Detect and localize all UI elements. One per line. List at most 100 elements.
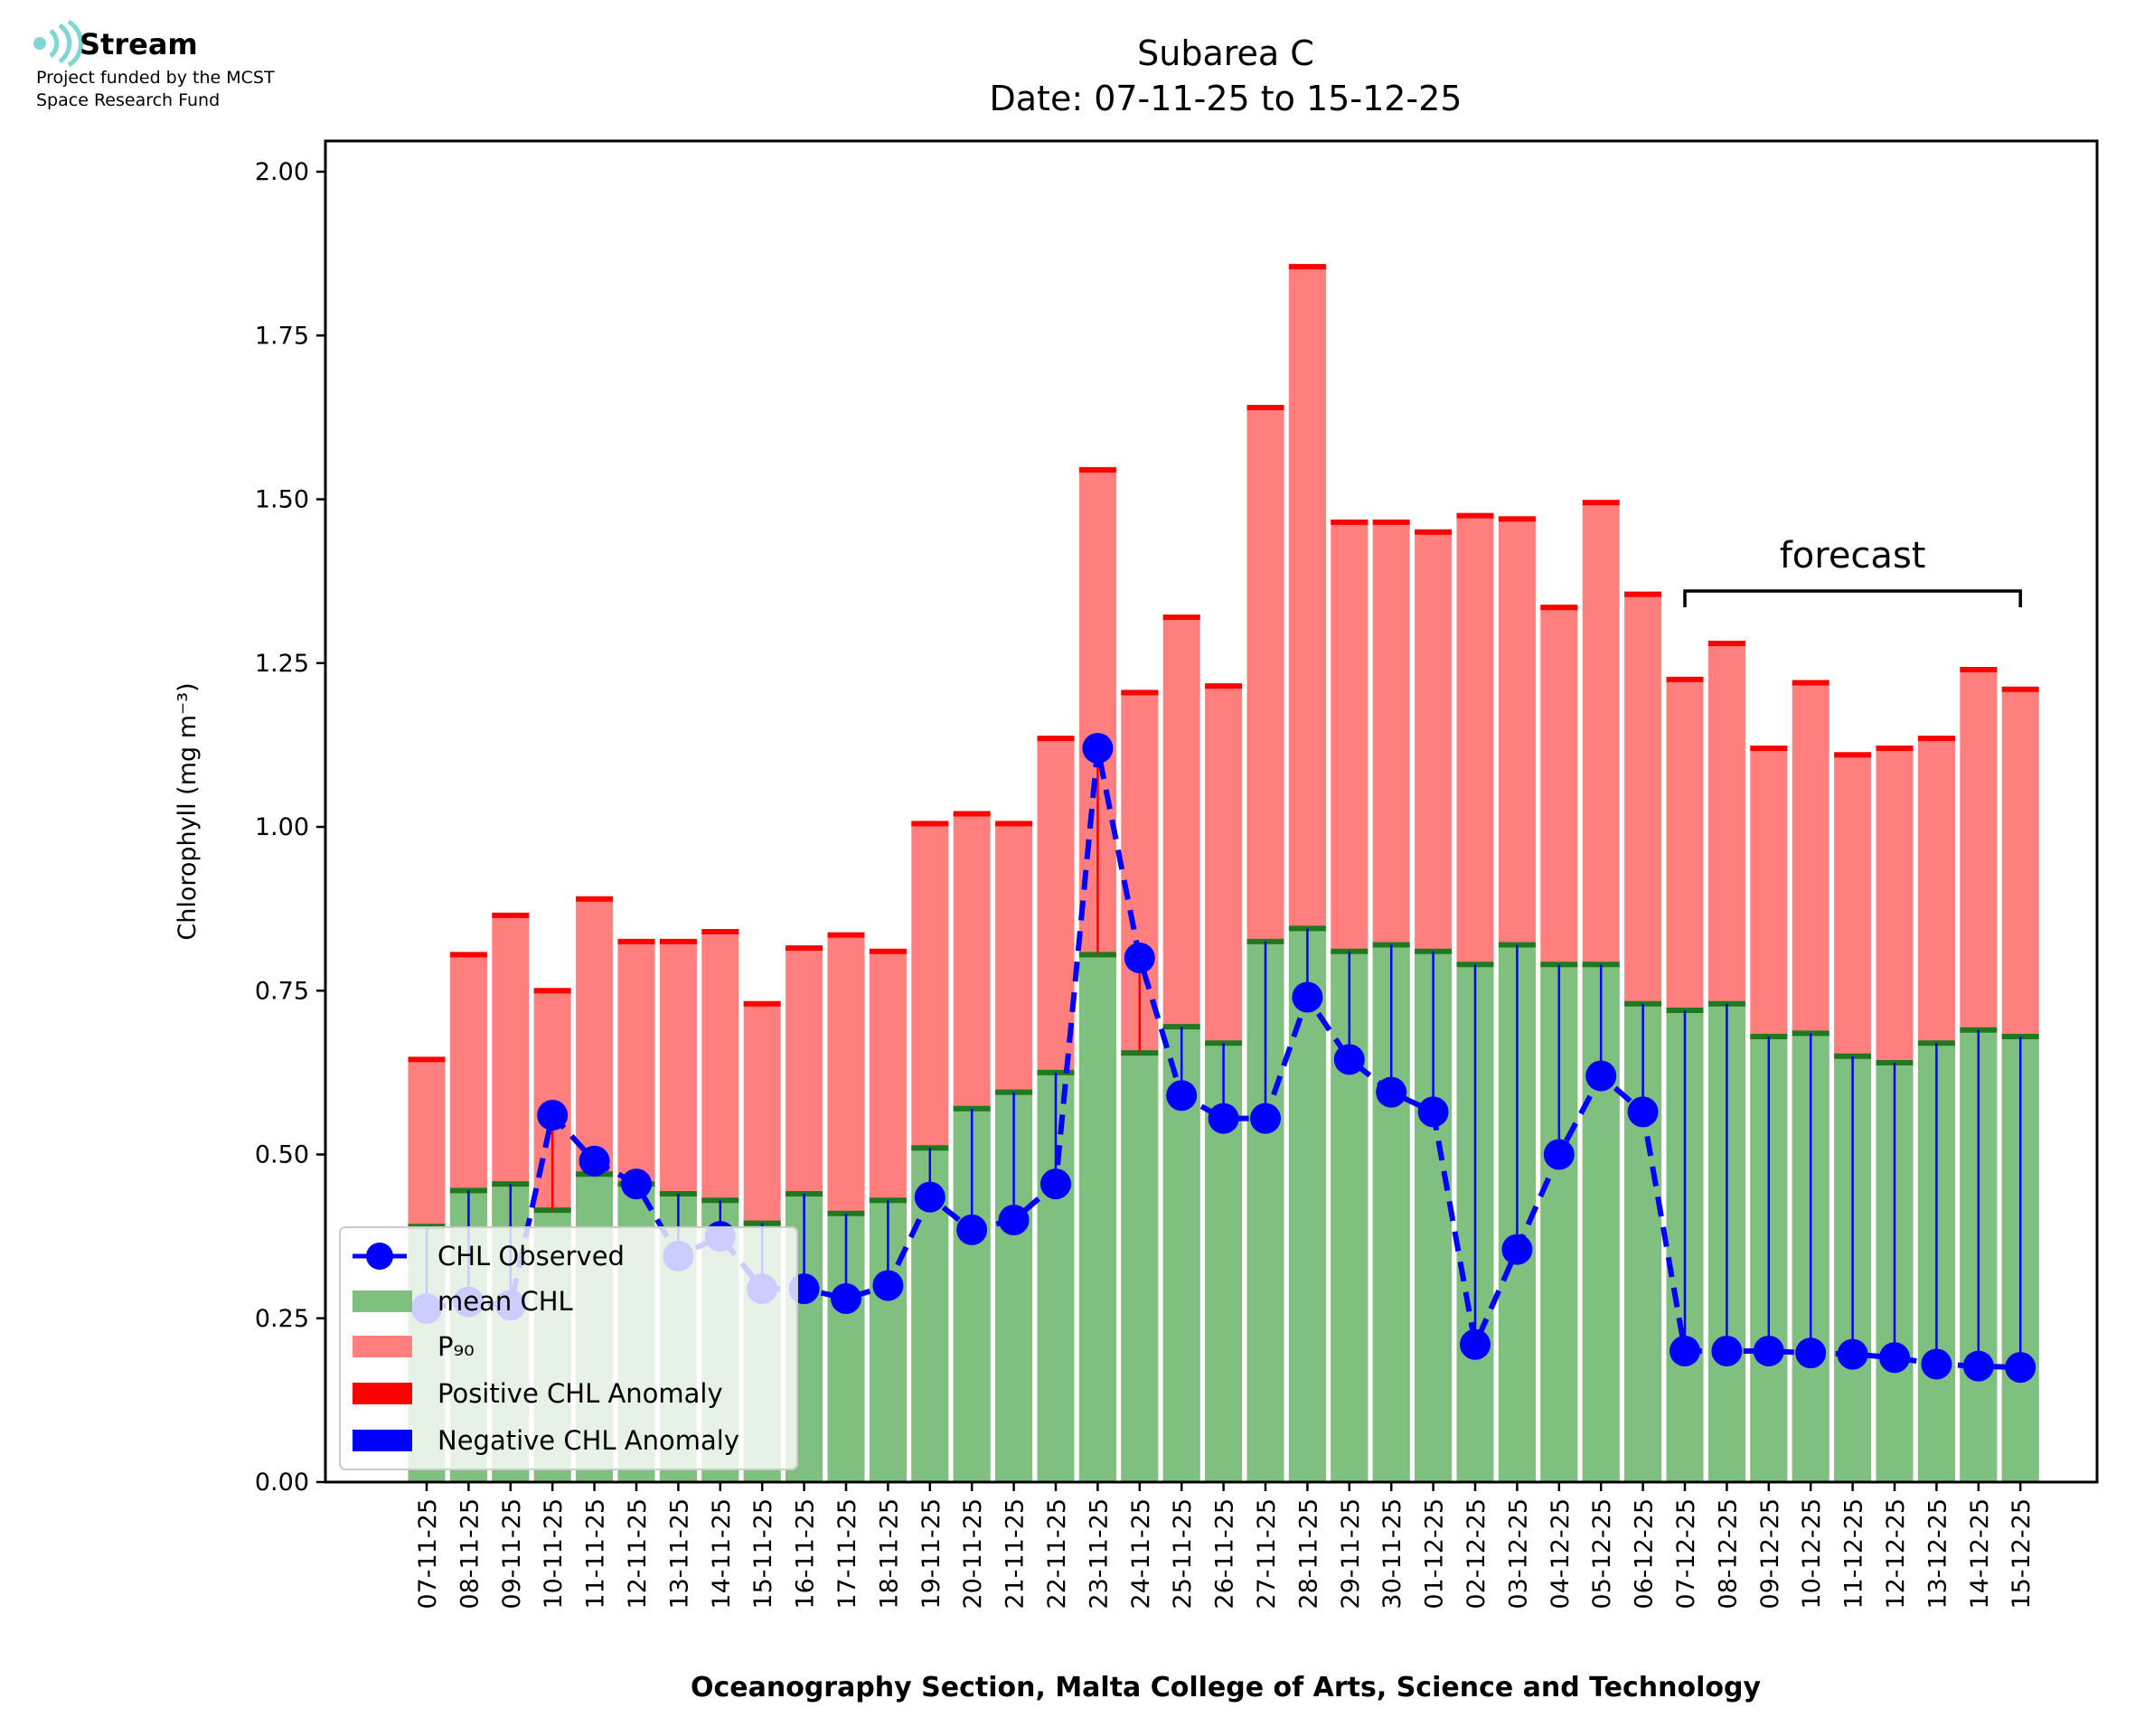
p90-cap — [785, 945, 823, 952]
p90-cap — [408, 1056, 446, 1063]
p90-cap — [659, 938, 697, 944]
legend-label-negative-anomaly: Negative CHL Anomaly — [437, 1425, 739, 1456]
x-tick-label: 19-11-25 — [917, 1498, 945, 1609]
observed-point — [1292, 981, 1323, 1013]
chart-title: Subarea C — [1137, 33, 1314, 73]
p90-cap — [449, 952, 487, 958]
logo-name: Stream — [80, 27, 198, 61]
p90-cap — [1666, 676, 1704, 682]
x-tick-label: 02-12-25 — [1463, 1498, 1491, 1609]
p90-cap — [911, 821, 949, 827]
p90-cap — [1917, 736, 1955, 742]
x-tick-label: 16-11-25 — [792, 1498, 820, 1609]
x-tick-label: 11-12-25 — [1840, 1498, 1868, 1609]
x-tick-label: 26-11-25 — [1211, 1498, 1239, 1609]
x-tick-label: 24-11-25 — [1127, 1498, 1155, 1609]
x-tick-label: 03-12-25 — [1504, 1498, 1532, 1609]
observed-point — [1460, 1328, 1491, 1360]
p90-cap — [1121, 690, 1159, 696]
p90-cap — [701, 929, 739, 934]
observed-point — [578, 1145, 610, 1177]
p90-cap — [1498, 516, 1536, 522]
p90-cap — [1331, 519, 1369, 525]
x-tick-label: 20-11-25 — [959, 1498, 987, 1609]
y-tick-label: 2.00 — [255, 158, 309, 186]
observed-point — [2005, 1352, 2036, 1384]
x-tick-label: 05-12-25 — [1588, 1498, 1616, 1609]
observed-point — [1711, 1336, 1743, 1366]
observed-point — [831, 1283, 861, 1314]
x-tick-label: 09-11-25 — [498, 1498, 526, 1609]
observed-point — [998, 1205, 1030, 1235]
logo-line-1: Project funded by the MCST — [36, 68, 275, 88]
x-tick-label: 08-12-25 — [1714, 1498, 1742, 1609]
observed-point — [1962, 1350, 1994, 1382]
x-tick-label: 15-12-25 — [2008, 1498, 2036, 1609]
y-tick-label: 0.50 — [255, 1141, 309, 1169]
legend-label-positive-anomaly: Positive CHL Anomaly — [437, 1378, 723, 1409]
x-tick-label: 10-12-25 — [1798, 1498, 1826, 1609]
p90-cap — [1078, 466, 1116, 473]
legend-item-positive-anomaly: Positive CHL Anomaly — [353, 1378, 723, 1409]
p90-cap — [1540, 605, 1578, 611]
observed-point — [1627, 1096, 1659, 1128]
p90-cap — [1372, 519, 1410, 525]
p90-cap — [2001, 686, 2039, 692]
p90-cap — [1750, 746, 1788, 751]
x-tick-label: 23-11-25 — [1085, 1498, 1113, 1609]
x-tick-label: 13-12-25 — [1924, 1498, 1952, 1609]
p90-cap — [827, 932, 865, 938]
p90-cap — [869, 948, 907, 954]
x-axis-label: Oceanography Section, Malta College of A… — [691, 1672, 1762, 1703]
observed-point — [1082, 733, 1114, 764]
forecast-label: forecast — [1780, 535, 1926, 577]
observed-point — [1417, 1096, 1449, 1128]
x-tick-label: 07-12-25 — [1672, 1498, 1700, 1609]
x-tick-label: 28-11-25 — [1294, 1498, 1322, 1609]
p90-cap — [995, 821, 1033, 827]
y-tick-label: 1.50 — [255, 486, 309, 514]
stream-logo: Stream Project funded by the MCST Space … — [33, 19, 275, 110]
observed-point — [956, 1214, 988, 1245]
x-tick-label: 04-12-25 — [1547, 1498, 1575, 1609]
p90-cap — [1288, 264, 1326, 270]
observed-point — [1040, 1168, 1071, 1200]
observed-point — [1921, 1348, 1952, 1380]
p90-cap — [1792, 680, 1829, 686]
observed-point — [1250, 1103, 1281, 1134]
p90-cap — [1205, 683, 1243, 690]
observed-point — [537, 1100, 569, 1131]
observed-point — [1543, 1139, 1575, 1170]
p90-cap — [953, 811, 991, 817]
y-axis: 0.00 0.25 0.50 0.75 1.00 1.25 1.50 1.75 2.00 — [255, 158, 325, 1497]
p90-cap — [743, 1000, 781, 1007]
x-tick-label: 09-12-25 — [1756, 1498, 1784, 1609]
x-tick-label: 22-11-25 — [1043, 1498, 1071, 1609]
forecast-annotation: forecast — [1683, 535, 2022, 607]
legend: CHL Observed mean CHL P₉₀ Positive CHL A… — [339, 1226, 798, 1470]
observed-point — [1208, 1103, 1239, 1134]
p90-cap — [1960, 667, 1998, 672]
y-tick-label: 1.75 — [255, 322, 309, 350]
x-tick-label: 01-12-25 — [1421, 1498, 1449, 1609]
logo-waves-icon — [33, 19, 84, 68]
legend-item-observed: CHL Observed — [353, 1241, 625, 1272]
x-tick-label: 17-11-25 — [833, 1498, 861, 1609]
x-tick-label: 06-12-25 — [1631, 1498, 1659, 1609]
observed-point — [1376, 1076, 1407, 1108]
observed-point — [1837, 1338, 1868, 1370]
observed-point — [1166, 1080, 1198, 1112]
observed-point — [1585, 1060, 1617, 1092]
x-tick-label: 21-11-25 — [1002, 1498, 1030, 1609]
p90-cap — [1456, 512, 1494, 519]
x-tick-label: 13-11-25 — [665, 1498, 693, 1609]
x-tick-label: 18-11-25 — [875, 1498, 903, 1609]
p90-cap — [1876, 746, 1914, 751]
x-tick-label: 25-11-25 — [1169, 1498, 1197, 1609]
p90-cap — [1037, 736, 1075, 742]
p90-cap — [1707, 641, 1745, 646]
plot-frame — [324, 139, 2099, 1484]
p90-cap — [576, 896, 614, 902]
p90-cap — [1834, 752, 1872, 758]
p90-cap — [1162, 615, 1200, 620]
